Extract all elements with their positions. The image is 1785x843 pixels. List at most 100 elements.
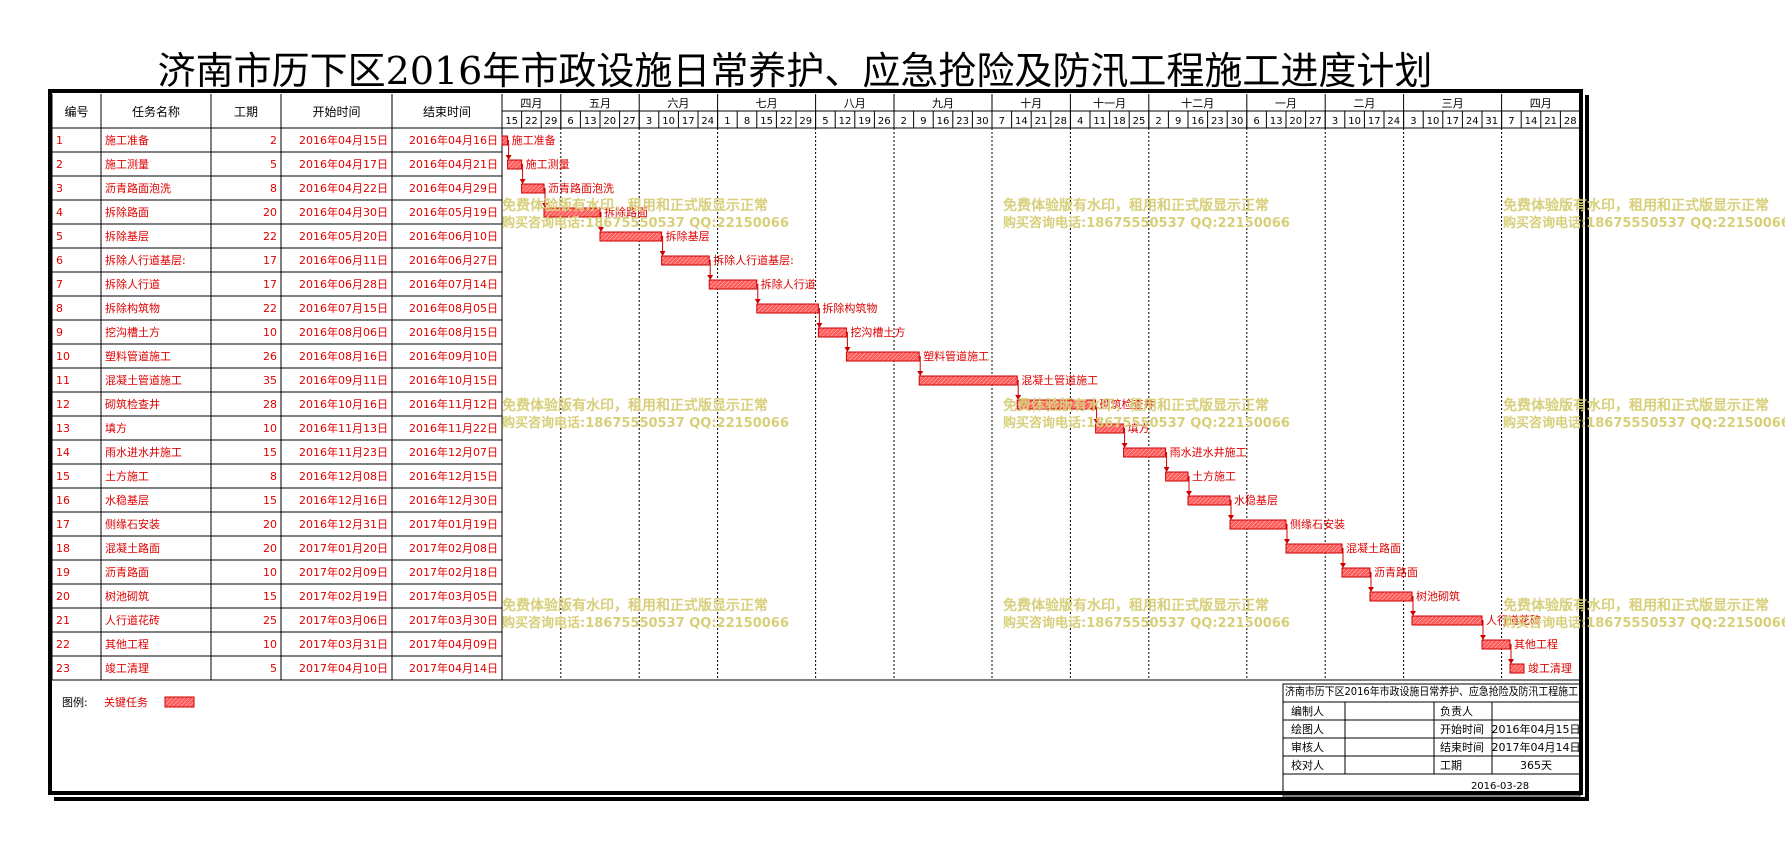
dependency-arrow: [1188, 476, 1190, 494]
task-bar: [521, 183, 545, 194]
dependency-arrowhead: [1015, 395, 1022, 400]
task-bar: [501, 135, 509, 146]
task-start: 2016年12月08日: [299, 469, 388, 483]
dependency-arrowhead: [1508, 659, 1514, 664]
task-start: 2016年04月22日: [299, 181, 388, 195]
task-start: 2016年04月30日: [299, 205, 388, 219]
task-bar-label: 混凝土路面: [1346, 541, 1401, 555]
info-cell: 审核人: [1291, 740, 1324, 754]
week-label: 17: [1446, 116, 1459, 127]
task-start: 2017年03月31日: [299, 637, 388, 651]
task-start: 2016年05月20日: [299, 229, 388, 243]
week-label: 3: [1332, 116, 1338, 127]
task-bar: [1341, 567, 1371, 578]
week-label: 10: [1348, 116, 1361, 127]
dependency-arrowhead: [1121, 443, 1128, 448]
month-label: 四月: [1530, 97, 1552, 110]
task-start: 2016年08月06日: [299, 325, 388, 339]
task-duration: 15: [263, 446, 277, 459]
month-label: 九月: [932, 97, 954, 110]
task-end: 2017年02月08日: [409, 541, 498, 555]
week-label: 18: [1113, 116, 1126, 127]
task-name: 侧缘石安装: [105, 517, 160, 531]
task-bar-label: 树池砌筑: [1416, 589, 1460, 603]
task-name: 雨水进水井施工: [105, 445, 182, 459]
dependency-arrowhead: [1410, 611, 1416, 616]
dependency-arrowhead: [659, 251, 666, 256]
task-bar: [1509, 663, 1525, 674]
week-label: 17: [682, 116, 695, 127]
task-id: 13: [56, 422, 70, 435]
info-cell: 2017年04月14日: [1492, 740, 1581, 754]
week-label: 13: [1270, 116, 1283, 127]
week-label: 30: [1231, 116, 1244, 127]
task-duration: 10: [263, 326, 277, 339]
task-id: 7: [56, 278, 63, 291]
header-id: 编号: [64, 104, 88, 119]
task-start: 2016年12月31日: [299, 517, 388, 531]
week-label: 22: [780, 116, 793, 127]
task-end: 2016年07月14日: [409, 277, 498, 291]
week-label: 21: [1035, 116, 1048, 127]
week-label: 15: [760, 116, 773, 127]
task-bar: [599, 231, 663, 242]
watermark-line2: 购买咨询电话:18675550537 QQ:22150066: [502, 615, 789, 631]
month-label: 四月: [520, 97, 542, 110]
task-bar: [708, 279, 758, 290]
chart-title: 济南市历下区2016年市政设施日常养护、应急抢险及防汛工程施工进度计划: [157, 49, 1433, 93]
task-bar: [1285, 543, 1343, 554]
dependency-arrowhead: [1163, 467, 1170, 472]
task-id: 1: [56, 134, 63, 147]
task-name: 施工准备: [105, 133, 149, 147]
task-bar: [817, 327, 847, 338]
task-duration: 20: [263, 518, 277, 531]
month-label: 六月: [667, 97, 689, 110]
month-label: 十一月: [1093, 96, 1126, 110]
task-end: 2017年04月09日: [409, 637, 498, 651]
dependency-arrow: [521, 164, 524, 182]
week-label: 17: [1368, 116, 1381, 127]
week-label: 2: [901, 116, 907, 127]
task-duration: 5: [270, 158, 277, 171]
dependency-arrow: [1482, 620, 1484, 638]
task-id: 12: [56, 398, 70, 411]
task-end: 2017年02月18日: [409, 565, 498, 579]
task-bar-label: 土方施工: [1192, 469, 1236, 483]
week-label: 24: [701, 116, 714, 127]
week-label: 28: [1054, 116, 1067, 127]
week-label: 3: [646, 116, 652, 127]
task-start: 2017年02月19日: [299, 589, 388, 603]
task-id: 17: [56, 518, 70, 531]
dependency-arrow: [846, 332, 848, 350]
week-label: 10: [1427, 116, 1440, 127]
dependency-arrow: [818, 308, 820, 326]
task-id: 9: [56, 326, 63, 339]
task-duration: 20: [263, 542, 277, 555]
watermark-line1: 免费体验版有水印，租用和正式版显示正常: [502, 197, 768, 214]
task-id: 4: [56, 206, 63, 219]
task-end: 2016年04月21日: [409, 157, 498, 171]
task-name: 其他工程: [105, 638, 149, 651]
task-start: 2016年12月16日: [299, 493, 388, 507]
task-name: 塑料管道施工: [105, 349, 171, 363]
task-end: 2016年04月16日: [409, 133, 498, 147]
task-start: 2016年07月15日: [299, 301, 388, 315]
task-bar-label: 拆除路面: [604, 205, 648, 219]
dependency-arrowhead: [754, 299, 761, 304]
dependency-arrow: [1412, 596, 1414, 614]
week-label: 24: [1466, 116, 1479, 127]
task-bar-label: 人行道花砖: [1486, 613, 1541, 627]
watermark-line2: 购买咨询电话:18675550537 QQ:22150066: [502, 215, 789, 231]
dependency-arrowhead: [1368, 587, 1374, 592]
task-id: 10: [56, 350, 70, 363]
week-label: 7: [999, 116, 1005, 127]
task-duration: 22: [263, 302, 277, 315]
dependency-arrowhead: [1480, 635, 1486, 640]
week-label: 23: [1211, 116, 1224, 127]
dependency-arrowhead: [917, 371, 924, 376]
task-start: 2016年09月11日: [299, 373, 388, 387]
task-duration: 10: [263, 422, 277, 435]
dependency-arrowhead: [707, 275, 714, 280]
week-label: 20: [603, 116, 616, 127]
task-name: 拆除基层: [105, 229, 149, 243]
